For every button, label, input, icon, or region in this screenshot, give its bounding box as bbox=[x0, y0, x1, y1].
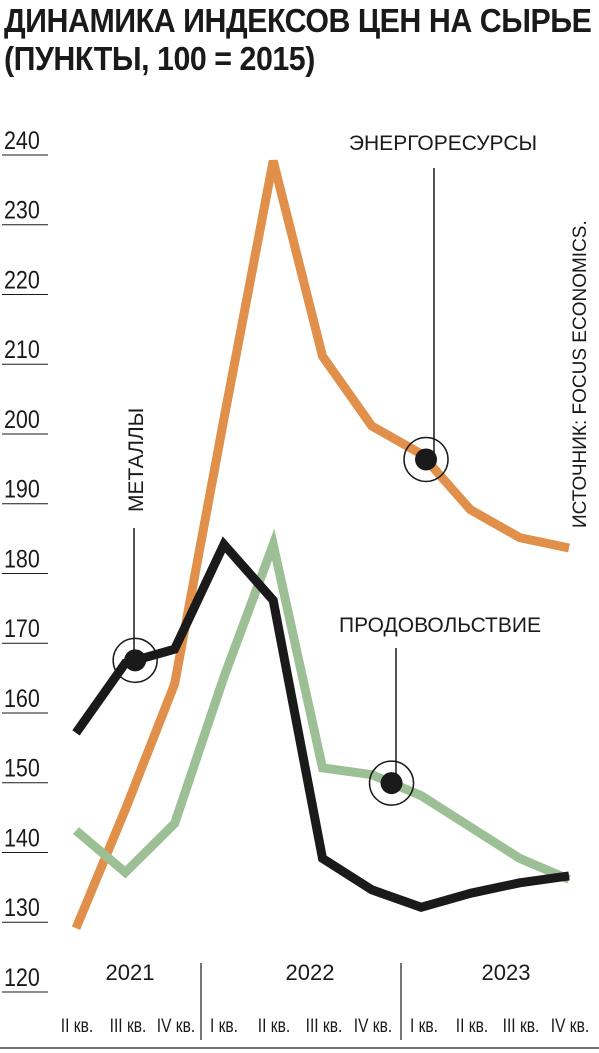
chart-title-line-2: (ПУНКТЫ, 100 = 2015) bbox=[4, 40, 315, 77]
x-quarter-label: I кв. bbox=[410, 1015, 438, 1037]
series-label: ЭНЕРГОРЕСУРСЫ bbox=[349, 132, 537, 155]
y-tick-label: 180 bbox=[4, 545, 40, 573]
x-quarter-label: III кв. bbox=[306, 1015, 343, 1037]
y-tick-label: 220 bbox=[4, 266, 40, 294]
y-tick-label: 160 bbox=[4, 684, 40, 712]
x-axis: II кв. III кв. IV кв. I кв. II кв. III кв. IV … bbox=[0, 960, 599, 1049]
series-annotations: ЭНЕРГОРЕСУРСЫ МЕТАЛЛЫ ПРОДОВОЛЬСТВИЕ bbox=[112, 132, 541, 806]
x-quarter-label: I кв. bbox=[210, 1015, 238, 1037]
series-label: МЕТАЛЛЫ bbox=[125, 408, 148, 512]
series-marker-dot bbox=[380, 772, 403, 795]
y-tick-label: 120 bbox=[4, 963, 40, 991]
y-tick-label: 240 bbox=[4, 126, 40, 154]
x-quarter-label: II кв. bbox=[456, 1015, 488, 1037]
x-quarter-label: II кв. bbox=[61, 1015, 93, 1037]
series-line bbox=[71, 159, 570, 930]
x-year-label: 2023 bbox=[482, 960, 531, 985]
series-marker-ring bbox=[368, 760, 415, 806]
series-lines bbox=[71, 159, 571, 930]
series-label: ПРОДОВОЛЬСТВИЕ bbox=[339, 614, 541, 637]
y-tick-label: 200 bbox=[4, 405, 40, 433]
x-quarter-label: II кв. bbox=[258, 1015, 290, 1037]
x-quarter-label: IV кв. bbox=[354, 1015, 392, 1037]
series-marker-dot bbox=[415, 448, 438, 471]
y-axis: 120 130 140 150 160 170 180 190 200 210 220 230 240 bbox=[2, 126, 48, 993]
y-tick-label: 140 bbox=[4, 824, 40, 852]
series-marker-dot bbox=[124, 649, 147, 672]
series-line bbox=[73, 528, 571, 884]
series-marker-ring bbox=[112, 637, 158, 684]
y-tick-label: 230 bbox=[4, 196, 40, 224]
y-tick-label: 210 bbox=[4, 336, 40, 364]
x-quarter-label: III кв. bbox=[503, 1015, 540, 1037]
x-quarter-label: IV кв. bbox=[157, 1015, 195, 1037]
chart-title: ДИНАМИКА ИНДЕКСОВ ЦЕН НА СЫРЬЕ (ПУНКТЫ, … bbox=[4, 2, 592, 78]
chart-title-line-1: ДИНАМИКА ИНДЕКСОВ ЦЕН НА СЫРЬЕ bbox=[4, 2, 592, 39]
y-tick-label: 170 bbox=[4, 615, 40, 643]
x-year-label: 2021 bbox=[106, 960, 155, 985]
y-tick-label: 190 bbox=[4, 475, 40, 503]
series-line bbox=[72, 536, 570, 913]
y-tick-label: 130 bbox=[4, 894, 40, 922]
x-quarter-label: IV кв. bbox=[551, 1015, 589, 1037]
source-note: ИСТОЧНИК: FOCUS ECONOMICS. bbox=[570, 220, 591, 528]
x-quarter-label: III кв. bbox=[110, 1015, 147, 1037]
series-marker-ring bbox=[403, 436, 449, 483]
x-year-label: 2022 bbox=[286, 960, 335, 985]
y-tick-label: 150 bbox=[4, 754, 40, 782]
